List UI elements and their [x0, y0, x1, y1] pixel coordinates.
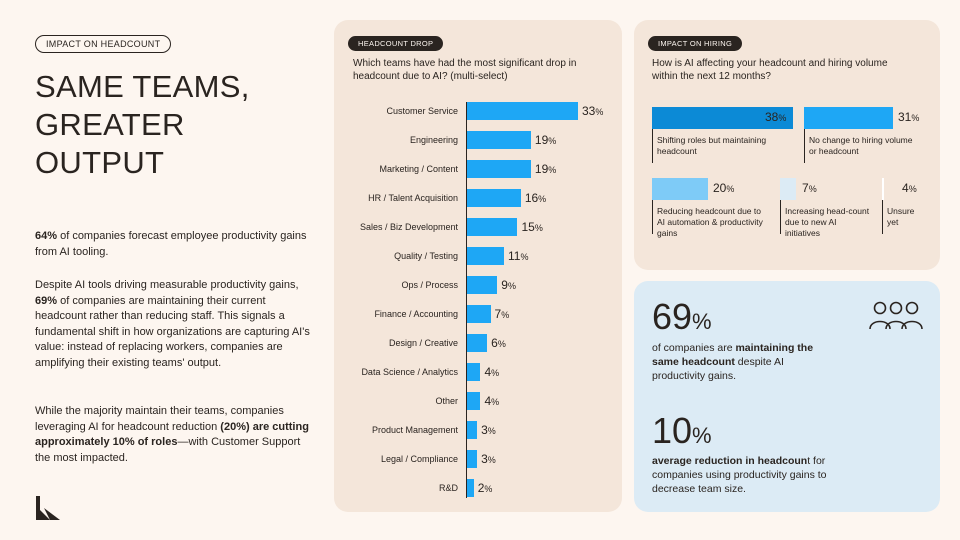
bar-label: Ops / Process — [401, 280, 458, 290]
bar — [467, 421, 478, 439]
bar-label: Customer Service — [386, 106, 458, 116]
section-tag: IMPACT ON HEADCOUNT — [35, 35, 172, 53]
tile-value: 31% — [898, 110, 920, 124]
stat-1-number: 69% — [652, 296, 712, 337]
tile-bar — [780, 178, 796, 200]
bar-value-label: 6% — [491, 336, 506, 350]
bar — [467, 479, 474, 497]
bar — [467, 276, 498, 294]
bar-label: Product Management — [371, 425, 458, 435]
bar-value-label: 3% — [481, 452, 496, 466]
tile-divider — [652, 178, 653, 234]
hiring-question: How is AI affecting your headcount and h… — [652, 58, 888, 82]
bar — [467, 450, 478, 468]
tile-divider — [652, 107, 653, 163]
bar-label: Quality / Testing — [394, 251, 458, 261]
hiring-tile: 7% Increasing head-count due to new AI in… — [780, 178, 869, 238]
bar-label: Design / Creative — [388, 338, 458, 348]
bar-value-label: 3% — [481, 423, 496, 437]
bar-label: Other — [435, 396, 458, 406]
headcount-drop-question: Which teams have had the most significan… — [353, 58, 577, 82]
tile-divider — [882, 178, 883, 234]
headcount-drop-card: HEADCOUNT DROP Which teams have had the … — [334, 20, 622, 512]
bar-value-label: 4% — [484, 365, 500, 379]
tile-label: Increasing head-count due to new AI init… — [785, 206, 870, 238]
tile-divider — [780, 178, 781, 234]
bar — [467, 160, 531, 178]
page-title: SAME TEAMS, GREATER OUTPUT — [35, 69, 250, 180]
tile-value: 4% — [902, 181, 917, 195]
bar — [467, 189, 521, 207]
hiring-impact-card: IMPACT ON HIRING How is AI affecting you… — [634, 20, 940, 270]
bar-value-label: 19% — [534, 133, 557, 147]
people-icon — [869, 301, 923, 330]
tile-bar — [882, 178, 884, 200]
bar-label: Engineering — [409, 135, 458, 145]
stats-card: 69% of companies are maintaining the sam… — [634, 281, 940, 512]
bar — [467, 247, 504, 265]
bar — [467, 334, 488, 352]
bar-label: Marketing / Content — [379, 164, 458, 174]
body-paragraph: Despite AI tools driving measurable prod… — [35, 279, 310, 369]
intro-paragraph: 64% of companies forecast employee produ… — [35, 230, 307, 258]
hiring-tile: 38% Shifting roles but maintaining headco… — [652, 107, 793, 167]
bar-label: Legal / Compliance — [380, 454, 458, 464]
bar — [467, 363, 481, 381]
bar-label: Finance / Accounting — [374, 309, 458, 319]
bar-label: Sales / Biz Development — [359, 222, 458, 232]
bar — [467, 131, 531, 149]
bar-value-label: 4% — [484, 394, 500, 408]
tile-label: Reducing headcount due to AI automation … — [657, 206, 763, 238]
stat-1-text: of companies are maintaining the same he… — [652, 342, 814, 382]
bar-value-label: 2% — [477, 481, 493, 495]
hiring-tile: 20% Reducing headcount due to AI automati… — [652, 178, 763, 238]
tile-divider — [804, 107, 805, 163]
bar-value-label: 11% — [508, 249, 529, 263]
hiring-tile: 31% No change to hiring volume or headcou… — [804, 107, 924, 167]
tile-label: Unsure yet — [887, 206, 915, 227]
bar-label: Data Science / Analytics — [361, 367, 458, 377]
headcount-drop-pill: HEADCOUNT DROP — [348, 36, 444, 51]
stat-2-text: average reduction in headcount for compa… — [652, 455, 827, 495]
tile-bar — [652, 107, 793, 129]
hiring-tile: 4% Unsure yet — [882, 178, 927, 238]
chart-axis — [466, 102, 467, 498]
bar-value-label: 7% — [494, 307, 510, 321]
tile-label: No change to hiring volume or headcount — [809, 135, 913, 156]
tile-bar — [652, 178, 708, 200]
bar-value-label: 19% — [534, 162, 557, 176]
bar-label: R&D — [438, 483, 458, 493]
bar-value-label: 33% — [582, 104, 604, 118]
tile-bar — [804, 107, 893, 129]
bar-label: HR / Talent Acquisition — [368, 193, 458, 203]
bar-value-label: 15% — [521, 220, 543, 234]
brand-logo-icon — [36, 496, 60, 520]
bar-value-label: 9% — [501, 278, 516, 292]
tile-value: 20% — [713, 181, 735, 195]
bar-value-label: 16% — [524, 191, 547, 205]
hiring-impact-pill: IMPACT ON HIRING — [648, 36, 743, 51]
bar — [467, 305, 491, 323]
bar — [467, 392, 481, 410]
closing-paragraph: While the majority maintain their teams,… — [35, 405, 309, 464]
stat-2-number: 10% — [652, 410, 712, 451]
tile-label: Shifting roles but maintaining headcount — [657, 135, 767, 156]
bar — [467, 102, 578, 120]
bar — [467, 218, 518, 236]
tile-value: 7% — [802, 181, 817, 195]
tile-value: 38% — [765, 110, 787, 124]
